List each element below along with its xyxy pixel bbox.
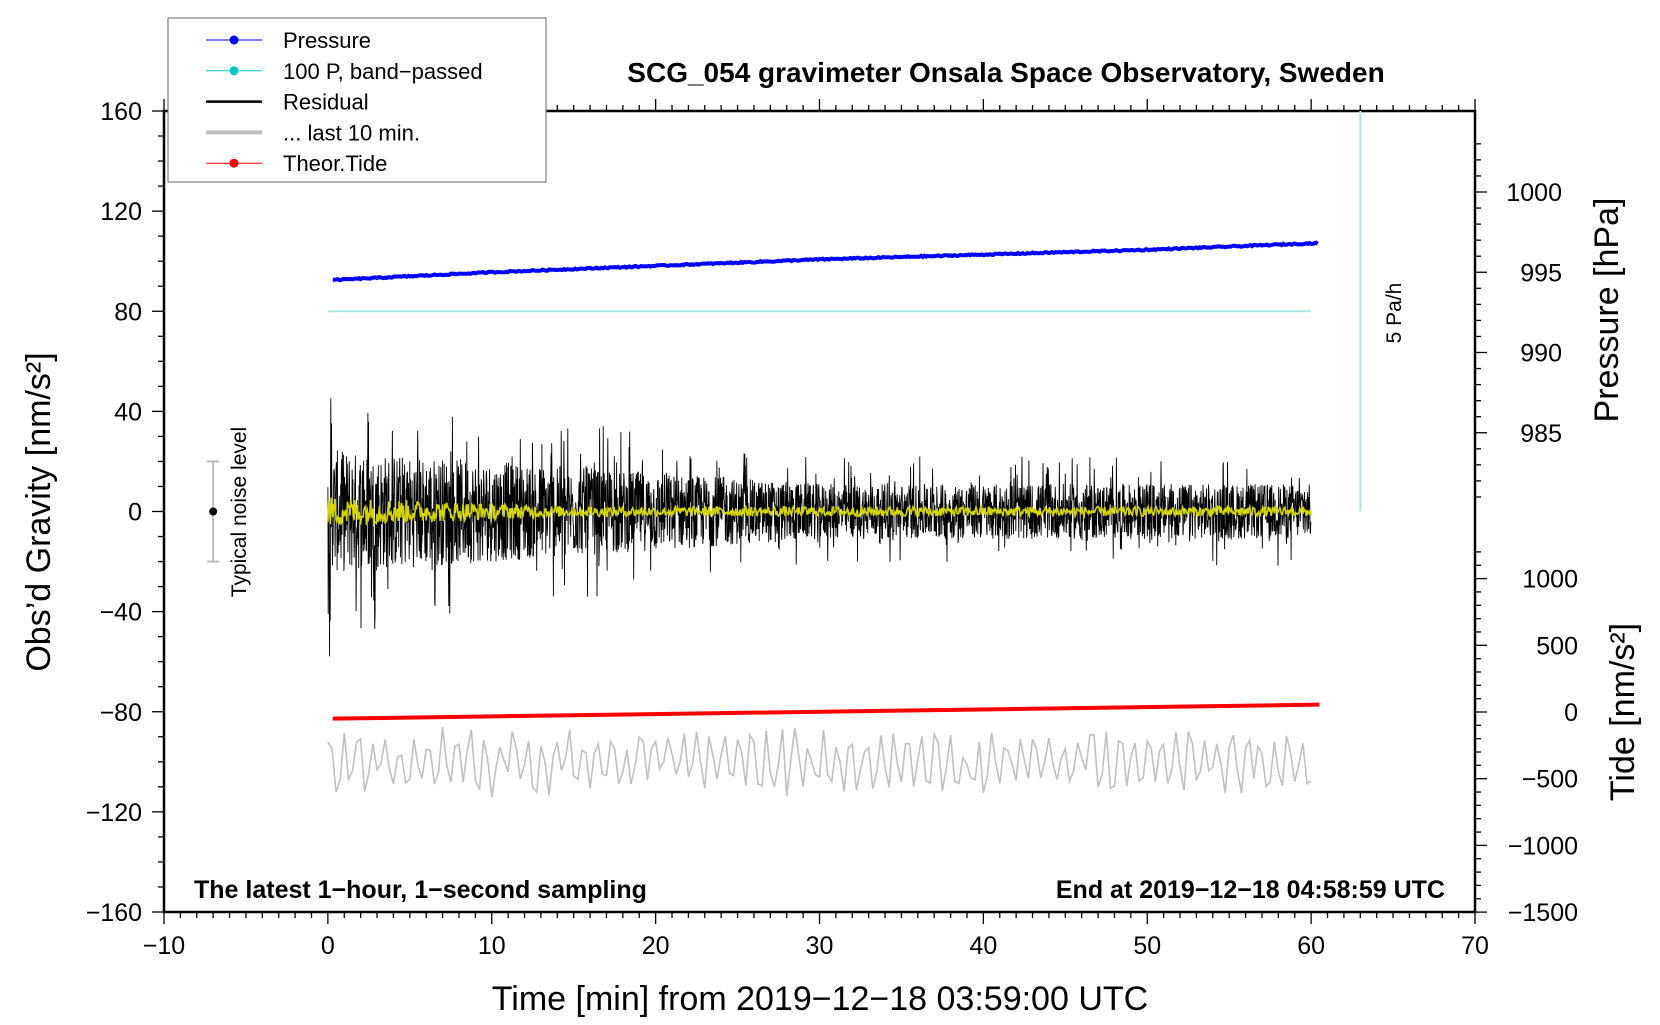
legend-marker [229, 158, 239, 168]
y-tick-label: 40 [114, 398, 142, 426]
tide-axis-label: Tide [nm/s²] [1604, 623, 1642, 801]
x-tick-label: −10 [143, 932, 185, 960]
y-tick-label: −120 [86, 799, 142, 827]
rate-label: 5 Pa/h [1383, 283, 1406, 344]
end-time-note: End at 2019−12−18 04:58:59 UTC [1056, 876, 1445, 904]
x-tick-label: 50 [1133, 932, 1161, 960]
tide-tick-label: −1500 [1508, 899, 1578, 927]
legend-marker [229, 66, 239, 76]
tide-tick-label: 500 [1536, 632, 1578, 660]
legend-label: Theor.Tide [283, 151, 387, 176]
tide-tick-label: 1000 [1522, 566, 1578, 594]
tide-tick-label: 0 [1564, 699, 1578, 727]
sampling-note: The latest 1−hour, 1−second sampling [194, 876, 647, 904]
noise-dot [209, 507, 218, 516]
legend-box [167, 17, 547, 183]
x-tick-label: 30 [806, 932, 834, 960]
last-10-min-line [327, 726, 1312, 798]
y-tick-label: 80 [114, 298, 142, 326]
x-tick-label: 20 [642, 932, 670, 960]
y-tick-label: −160 [86, 899, 142, 927]
legend-label: Residual [283, 90, 369, 115]
chart-title: SCG_054 gravimeter Onsala Space Observat… [627, 57, 1384, 88]
x-axis-label: Time [min] from 2019−12−18 03:59:00 UTC [492, 980, 1148, 1018]
pressure-tick-label: 990 [1520, 340, 1562, 368]
legend-label: Pressure [283, 28, 371, 53]
x-tick-label: 60 [1297, 932, 1325, 960]
y-tick-label: 120 [100, 198, 142, 226]
residual-smoothed-line [327, 497, 1312, 527]
legend: Pressure 100 P, band−passed Residual ... la… [167, 17, 547, 183]
x-tick-label: 70 [1461, 932, 1489, 960]
x-tick-label: 10 [478, 932, 506, 960]
y-tick-label: −40 [100, 599, 142, 627]
noise-label: Typical noise level [228, 427, 251, 597]
residual-line [327, 398, 1312, 657]
legend-label: 100 P, band−passed [283, 59, 483, 84]
y-tick-label: 160 [100, 98, 142, 126]
tide-line [332, 702, 1320, 721]
data-marks [207, 111, 1362, 798]
pressure-axis-label: Pressure [hPa] [1588, 198, 1626, 423]
legend-marker [229, 35, 239, 45]
legend-label: ... last 10 min. [283, 120, 420, 145]
pressure-tick-label: 995 [1520, 259, 1562, 287]
y-tick-label: 0 [128, 499, 142, 527]
tide-tick-label: −500 [1522, 766, 1578, 794]
pressure-tick-label: 1000 [1506, 179, 1562, 207]
axes: −10 0 10 20 30 40 50 60 70 160 120 80 40 0 −40 −80 −120 −… [86, 98, 1578, 960]
pressure-line [332, 240, 1319, 283]
pressure-tick-label: 985 [1520, 420, 1562, 448]
y-axis-label: Obs’d Gravity [nm/s²] [20, 352, 58, 671]
x-tick-label: 0 [321, 932, 335, 960]
y-tick-label: −80 [100, 699, 142, 727]
x-tick-label: 40 [969, 932, 997, 960]
tide-tick-label: −1000 [1508, 832, 1578, 860]
